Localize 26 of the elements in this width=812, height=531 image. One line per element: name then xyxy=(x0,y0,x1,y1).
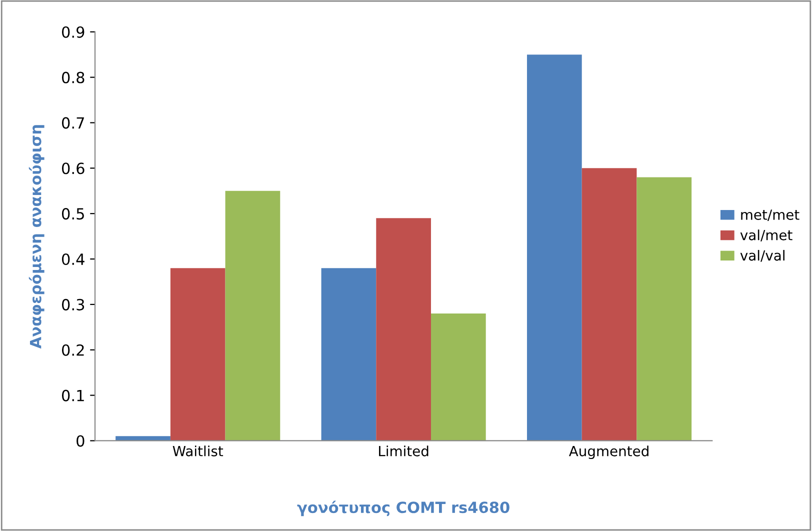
y-tick-label: 0.3 xyxy=(62,298,84,310)
x-tick-label: Waitlist xyxy=(172,446,224,456)
bar xyxy=(376,218,431,441)
x-tick-label: Limited xyxy=(379,446,428,456)
y-tick-label: 0.2 xyxy=(62,344,84,356)
y-tick-label: 0.1 xyxy=(62,390,84,402)
bar xyxy=(636,177,692,441)
y-tick-label: 0.5 xyxy=(62,208,84,220)
y-tick-label: 0.9 xyxy=(62,26,84,38)
y-tick-label: 0.4 xyxy=(62,253,84,266)
y-tick-label: 0.8 xyxy=(62,72,84,84)
bar xyxy=(582,168,637,441)
bar xyxy=(225,190,280,441)
y-tick-label: 0.7 xyxy=(62,117,84,129)
legend-label: val/val xyxy=(740,250,784,262)
legend-label: met/met xyxy=(741,210,800,222)
x-tick-label: Augmented xyxy=(568,446,648,460)
bar xyxy=(170,268,226,441)
bar xyxy=(430,314,486,441)
bar xyxy=(321,268,376,441)
y-tick-label: 0.6 xyxy=(62,162,84,174)
x-axis-title: γονότυπος COMT rs4680 xyxy=(297,500,510,516)
y-axis-title: Αναφερόμενη ανακούφιση xyxy=(28,125,44,349)
bar xyxy=(526,54,582,441)
legend-label: val/met xyxy=(740,230,792,242)
y-tick-label: 0 xyxy=(76,435,84,447)
